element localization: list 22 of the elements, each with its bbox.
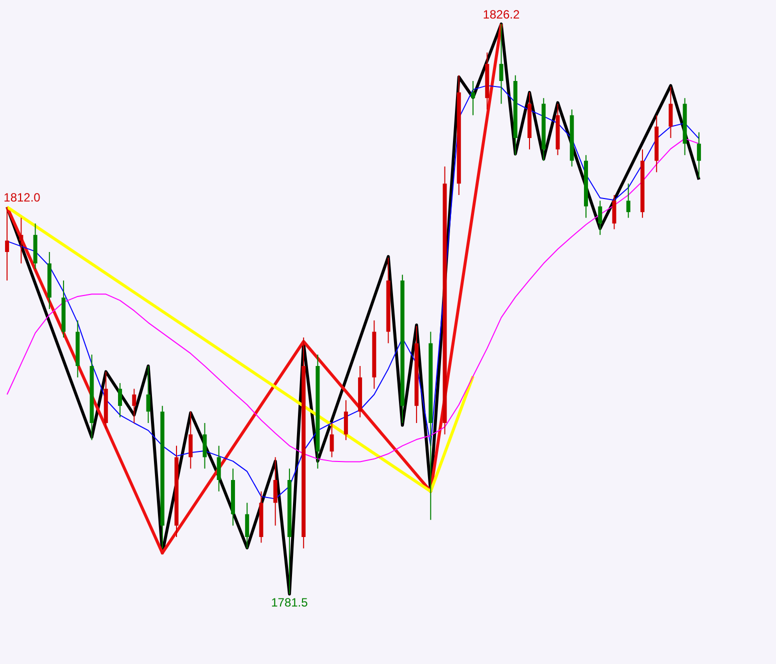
annotation: 1812.0 bbox=[4, 190, 41, 204]
candlestick bbox=[668, 86, 673, 138]
candlestick bbox=[132, 388, 136, 424]
candlestick bbox=[202, 422, 207, 470]
candlestick bbox=[330, 422, 334, 458]
candlestick bbox=[5, 206, 10, 281]
candlestick bbox=[146, 366, 150, 424]
candlestick bbox=[216, 445, 221, 492]
candlestick bbox=[598, 200, 602, 236]
candlestick bbox=[626, 183, 630, 218]
candlestick bbox=[19, 217, 24, 264]
annotation: 1781.5 bbox=[271, 595, 308, 610]
candlestick bbox=[118, 382, 122, 418]
candlestick bbox=[696, 132, 701, 178]
candlestick bbox=[471, 80, 476, 116]
candlestick bbox=[612, 194, 616, 230]
candlestick bbox=[499, 24, 504, 104]
annotation: 1826.2 bbox=[482, 7, 520, 22]
candlestick bbox=[273, 456, 278, 526]
candlestick bbox=[344, 400, 348, 441]
candlestick bbox=[188, 411, 193, 470]
candlestick bbox=[245, 502, 250, 549]
